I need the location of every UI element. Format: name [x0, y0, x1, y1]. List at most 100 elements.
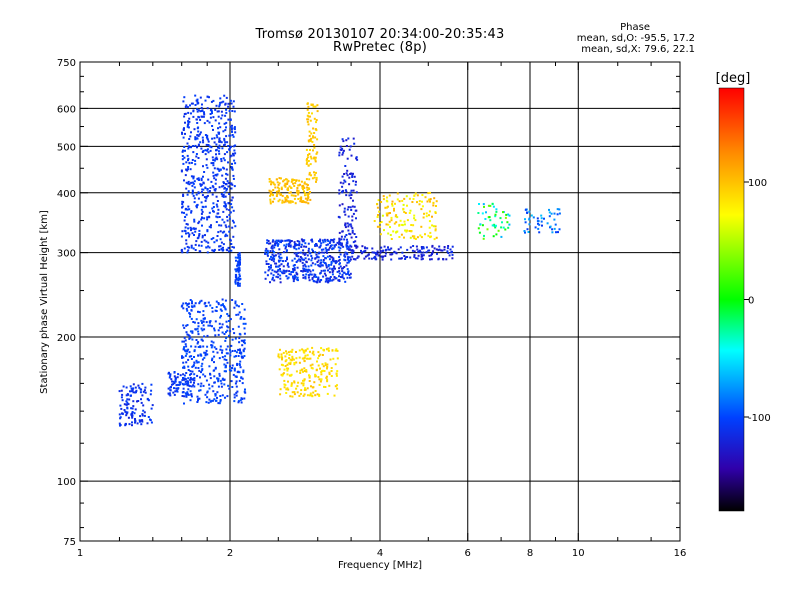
echo-point	[190, 131, 192, 134]
echo-point	[217, 127, 219, 130]
echo-point	[296, 259, 299, 262]
echo-point	[222, 194, 225, 196]
echo-point	[286, 183, 289, 185]
echo-point	[274, 254, 277, 257]
echo-point	[242, 322, 245, 325]
echo-point	[235, 375, 238, 378]
echo-point	[237, 355, 240, 357]
echo-point	[277, 355, 280, 358]
echo-point	[303, 359, 306, 362]
echo-point	[357, 255, 360, 258]
echo-point	[303, 190, 305, 193]
echo-point	[308, 134, 311, 137]
echo-point	[341, 153, 344, 156]
echo-point	[234, 144, 237, 147]
echo-point	[238, 252, 241, 254]
echo-point	[320, 248, 323, 251]
echo-point	[292, 182, 295, 185]
echo-point	[413, 214, 416, 217]
echo-point	[326, 380, 329, 383]
echo-point	[307, 160, 310, 162]
echo-point	[196, 342, 199, 345]
echo-point	[240, 376, 243, 379]
echo-point	[307, 247, 310, 250]
echo-point	[312, 269, 315, 272]
echo-point	[391, 203, 394, 205]
echo-point	[237, 284, 240, 287]
echo-point	[346, 238, 348, 241]
echo-point	[182, 149, 184, 152]
echo-point	[220, 224, 223, 227]
echo-point	[173, 393, 176, 396]
echo-point	[283, 368, 286, 371]
echo-point	[198, 311, 201, 314]
echo-point	[185, 187, 188, 190]
echo-point	[206, 148, 209, 151]
echo-point	[324, 240, 327, 243]
echo-point	[139, 419, 142, 422]
echo-point	[211, 359, 213, 362]
echo-point	[228, 149, 231, 151]
echo-point	[347, 246, 350, 249]
echo-point	[349, 248, 352, 251]
echo-point	[277, 268, 280, 271]
echo-point	[194, 136, 197, 139]
echo-point	[355, 217, 357, 220]
echo-point	[329, 279, 332, 282]
echo-point	[201, 210, 204, 213]
echo-point	[341, 273, 344, 276]
echo-point	[218, 169, 221, 172]
echo-point	[218, 216, 221, 218]
echo-point	[338, 249, 341, 252]
echo-point	[317, 351, 320, 354]
echo-point	[304, 252, 307, 255]
echo-point	[209, 226, 212, 229]
echo-point	[290, 359, 293, 362]
echo-point	[360, 252, 363, 255]
echo-point	[283, 244, 286, 247]
echo-point	[339, 145, 342, 148]
echo-point	[293, 391, 296, 394]
echo-point	[333, 245, 336, 248]
echo-point	[187, 227, 190, 230]
echo-point	[349, 272, 352, 275]
echo-point	[334, 262, 337, 265]
echo-point	[328, 371, 331, 374]
echo-point	[174, 376, 177, 379]
echo-point	[214, 309, 217, 312]
echo-point	[191, 330, 194, 333]
echo-point	[340, 242, 343, 245]
echo-point	[188, 233, 191, 236]
echo-point	[278, 256, 281, 259]
y-tick-label: 100	[57, 477, 76, 488]
echo-point	[401, 251, 404, 254]
echo-point	[231, 299, 234, 301]
echo-point	[318, 393, 321, 396]
echo-point	[226, 234, 229, 237]
echo-point	[287, 245, 290, 248]
echo-point	[192, 175, 195, 178]
echo-point	[119, 404, 122, 407]
echo-point	[269, 194, 272, 197]
echo-point	[502, 226, 505, 229]
echo-point	[300, 257, 303, 260]
echo-point	[209, 113, 212, 115]
echo-point	[210, 344, 213, 347]
echo-point	[315, 276, 318, 278]
echo-point	[540, 214, 543, 217]
echo-point	[210, 399, 213, 402]
echo-point	[327, 240, 330, 242]
echo-point	[237, 270, 240, 273]
echo-point	[307, 202, 310, 205]
echo-point	[212, 128, 214, 131]
echo-point	[223, 137, 226, 140]
echo-point	[125, 403, 128, 406]
echo-point	[425, 251, 428, 254]
echo-point	[229, 349, 231, 351]
echo-point	[235, 351, 238, 354]
echo-point	[294, 244, 297, 247]
echo-point	[272, 239, 275, 242]
echo-point	[198, 369, 201, 372]
echo-point	[376, 225, 379, 228]
